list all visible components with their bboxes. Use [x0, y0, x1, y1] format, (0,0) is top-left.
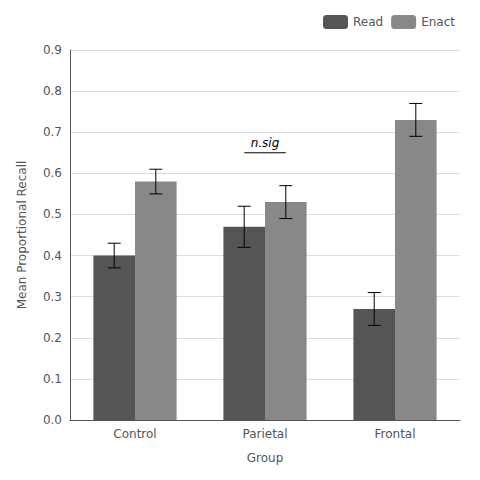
- svg-text:0.3: 0.3: [43, 290, 62, 304]
- svg-text:Enact: Enact: [421, 15, 455, 29]
- svg-text:Read: Read: [353, 15, 383, 29]
- svg-text:0.5: 0.5: [43, 207, 62, 221]
- svg-text:0.6: 0.6: [43, 166, 62, 180]
- svg-text:0.7: 0.7: [43, 125, 62, 139]
- svg-text:0.4: 0.4: [43, 249, 62, 263]
- svg-text:0.2: 0.2: [43, 331, 62, 345]
- svg-text:n.sig: n.sig: [251, 136, 280, 150]
- svg-text:0.1: 0.1: [43, 372, 62, 386]
- svg-text:0.8: 0.8: [43, 84, 62, 98]
- svg-text:Group: Group: [247, 451, 284, 465]
- svg-text:Mean Proportional Recall: Mean Proportional Recall: [15, 161, 29, 310]
- svg-text:Control: Control: [113, 427, 156, 441]
- svg-text:Frontal: Frontal: [374, 427, 415, 441]
- svg-text:0.0: 0.0: [43, 413, 62, 427]
- svg-text:Parietal: Parietal: [242, 427, 287, 441]
- svg-text:0.9: 0.9: [43, 43, 62, 57]
